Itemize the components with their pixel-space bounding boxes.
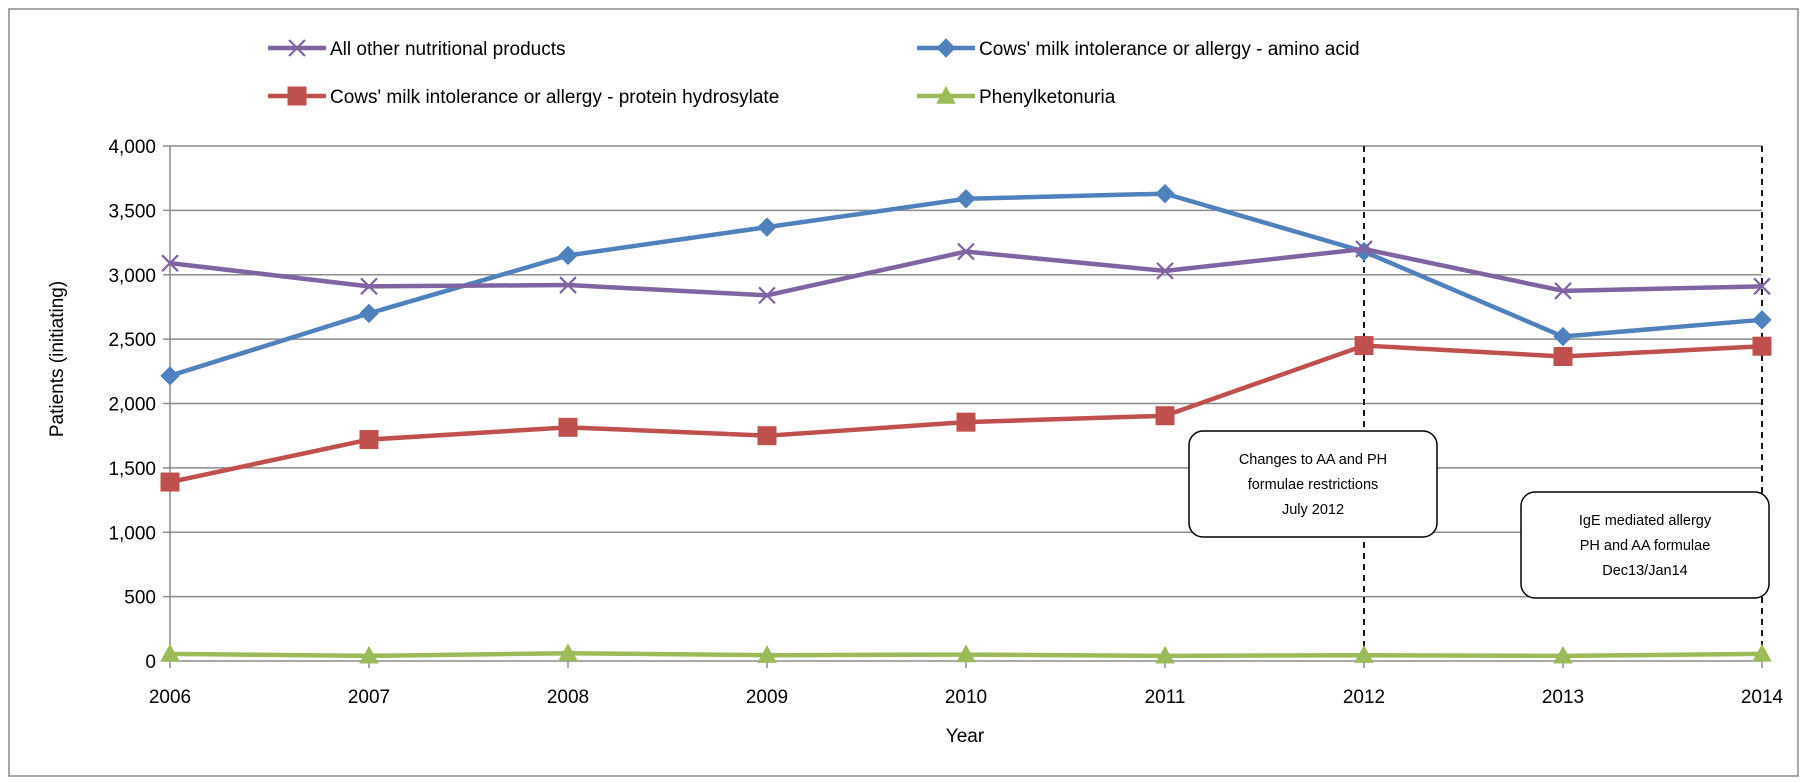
x-tick-label: 2011: [1145, 687, 1186, 708]
y-tick-label: 4,000: [108, 137, 156, 158]
data-point-diamond: [558, 245, 578, 266]
data-point-square: [1553, 347, 1573, 367]
data-point-triangle: [1354, 645, 1374, 663]
data-point-square: [558, 417, 578, 437]
data-point-cross: [758, 286, 776, 305]
data-point-triangle: [1752, 643, 1772, 662]
data-point-diamond: [1155, 183, 1175, 204]
data-point-square: [160, 472, 180, 492]
data-point-triangle: [1553, 645, 1573, 664]
legend-item: All other nutritional products: [268, 39, 566, 60]
data-point-cross: [1355, 240, 1373, 258]
data-point-triangle: [1155, 645, 1175, 664]
x-tick-label: 2006: [149, 687, 191, 708]
y-tick-label: 1,500: [108, 459, 156, 480]
annotation-box: IgE mediated allergy PH and AA formulae De…: [1520, 491, 1770, 599]
annotation-text: PH and AA formulae: [1580, 538, 1711, 554]
legend-label: Phenylketonuria: [979, 87, 1116, 108]
x-tick-label: 2010: [945, 687, 987, 708]
x-tick-label: 2012: [1343, 687, 1385, 708]
x-tick-label: 2009: [746, 687, 788, 708]
series-3: [160, 336, 1772, 492]
x-tick-label: 2008: [547, 687, 589, 708]
series-group: [160, 183, 1772, 664]
series-1: [161, 240, 1771, 305]
data-point-diamond: [1553, 326, 1573, 347]
data-point-cross: [1753, 277, 1771, 296]
data-point-triangle: [936, 85, 956, 104]
legend-item: Cows' milk intolerance or allergy - amin…: [917, 38, 1360, 60]
x-tick-label: 2007: [348, 687, 390, 708]
data-point-cross: [1156, 262, 1174, 280]
data-point-square: [1155, 406, 1175, 426]
annotation-box: Changes to AA and PH formulae restriction…: [1188, 430, 1438, 538]
annotation-frame: [1188, 430, 1438, 538]
annotations: Changes to AA and PH formulae restriction…: [1188, 430, 1770, 599]
data-point-cross: [288, 39, 306, 57]
data-point-cross: [360, 277, 378, 296]
annotation-text: Changes to AA and PH: [1239, 452, 1387, 468]
data-point-square: [757, 426, 777, 446]
x-tick-label: 2013: [1542, 687, 1584, 708]
y-tick-label: 1,000: [108, 523, 156, 544]
data-point-diamond: [1752, 310, 1772, 330]
y-tick-label: 2,500: [108, 330, 156, 351]
y-axis-title: Patients (initiating): [47, 281, 68, 437]
legend-item: Cows' milk intolerance or allergy - prot…: [268, 86, 779, 108]
data-point-diamond: [359, 303, 379, 324]
y-tick-label: 3,500: [108, 201, 156, 222]
annotation-text: July 2012: [1282, 502, 1344, 518]
data-point-square: [287, 86, 307, 106]
annotation-frame: [1520, 491, 1770, 599]
y-tick-label: 0: [145, 652, 156, 673]
data-point-triangle: [757, 645, 777, 663]
data-point-diamond: [956, 189, 976, 209]
y-tick-label: 2,000: [108, 395, 156, 416]
annotation-text: formulae restrictions: [1248, 477, 1379, 493]
series-4: [160, 643, 1772, 664]
data-point-cross: [1554, 282, 1572, 300]
data-point-diamond: [160, 366, 180, 386]
data-point-cross: [957, 242, 975, 261]
data-point-diamond: [757, 217, 777, 237]
legend-label: All other nutritional products: [330, 39, 566, 60]
data-point-square: [956, 412, 976, 432]
legend: All other nutritional products Cows' milk…: [268, 38, 1360, 108]
series-2: [160, 183, 1772, 386]
data-point-triangle: [956, 644, 976, 663]
annotation-text: Dec13/Jan14: [1602, 563, 1687, 579]
data-point-triangle: [160, 643, 180, 662]
data-point-square: [359, 430, 379, 450]
legend-label: Cows' milk intolerance or allergy - amin…: [979, 39, 1360, 60]
y-tick-label: 500: [124, 588, 156, 609]
data-point-cross: [559, 276, 577, 294]
legend-item: Phenylketonuria: [917, 85, 1116, 108]
chart-frame: [8, 8, 1799, 777]
data-point-square: [1354, 336, 1374, 356]
annotation-text: IgE mediated allergy: [1579, 513, 1712, 529]
data-point-diamond: [936, 38, 956, 58]
data-point-triangle: [558, 643, 578, 661]
data-point-triangle: [359, 645, 379, 664]
x-tick-label: 2014: [1741, 687, 1784, 708]
data-point-square: [1752, 336, 1772, 356]
x-axis-title: Year: [946, 726, 985, 747]
legend-label: Cows' milk intolerance or allergy - prot…: [330, 87, 779, 108]
y-tick-label: 3,000: [108, 266, 156, 287]
data-point-cross: [161, 254, 179, 272]
